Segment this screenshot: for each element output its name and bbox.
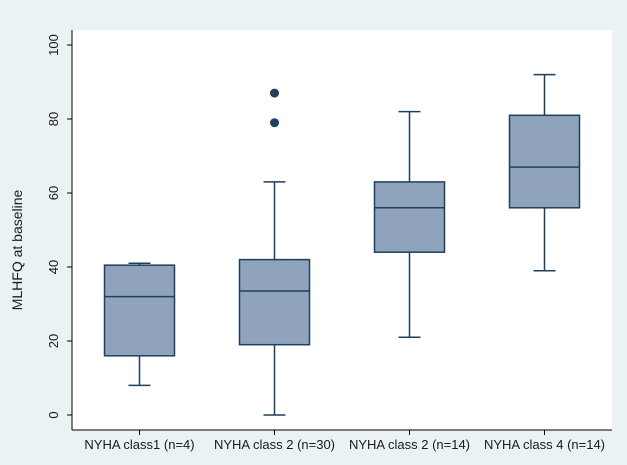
y-axis: 0 20 40 60 80 100 (46, 30, 73, 430)
box-group (373, 110, 446, 339)
box-iqr (373, 181, 446, 253)
box-iqr (238, 258, 311, 346)
box-iqr (103, 264, 176, 357)
x-tick-label: NYHA class 2 (n=30) (214, 437, 335, 452)
box-group (103, 262, 176, 387)
y-tick-label: 100 (46, 34, 61, 56)
x-tick-label: NYHA class 4 (n=14) (484, 437, 605, 452)
box-iqr (508, 114, 581, 209)
x-axis: NYHA class1 (n=4) NYHA class 2 (n=30) NYHA… (72, 429, 612, 452)
x-tick-label: NYHA class 2 (n=14) (349, 437, 470, 452)
y-tick-label: 40 (46, 260, 61, 274)
box-group (238, 88, 311, 416)
outlier-point (270, 88, 279, 98)
outlier-point (270, 118, 279, 128)
y-axis-title: MLHFQ at baseline (9, 189, 25, 310)
y-tick-label: 0 (46, 411, 61, 418)
box-group (508, 73, 581, 272)
y-tick-label: 80 (46, 112, 61, 126)
plot-area (72, 30, 612, 430)
y-tick-label: 20 (46, 334, 61, 348)
boxes (103, 73, 581, 416)
x-tick-label: NYHA class1 (n=4) (84, 437, 194, 452)
y-tick-label: 60 (46, 186, 61, 200)
